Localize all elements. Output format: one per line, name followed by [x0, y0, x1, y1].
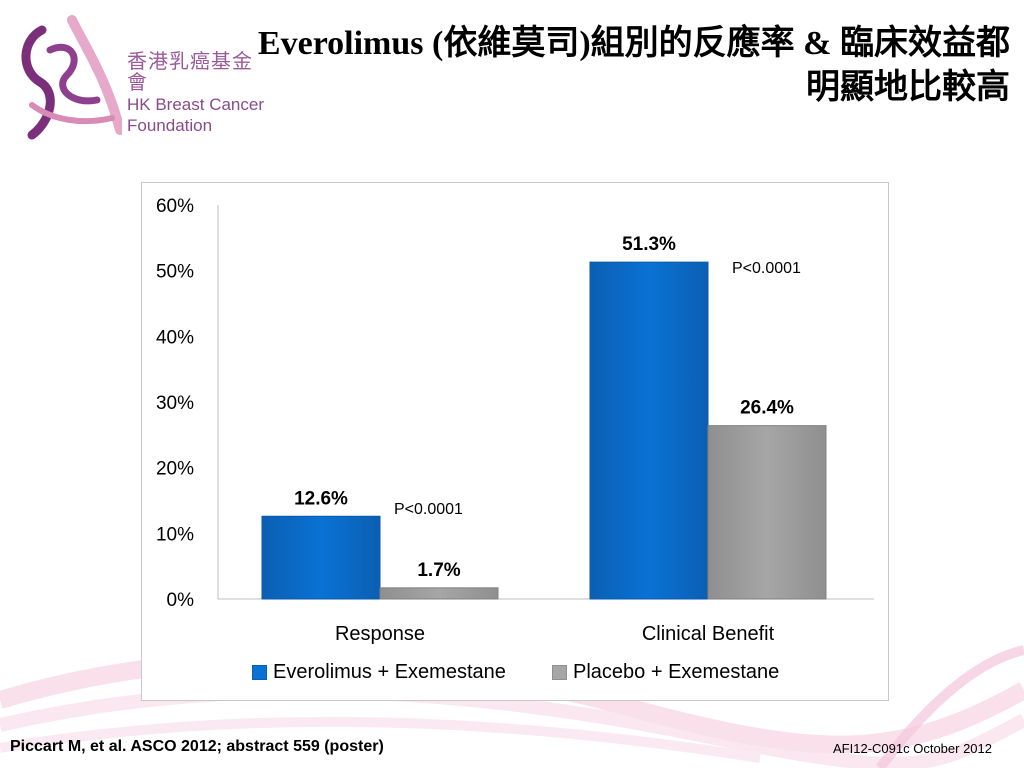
- x-category-labels: Response Clinical Benefit: [335, 623, 775, 645]
- slide-code: AFI12-C091c October 2012: [833, 741, 992, 756]
- bar-chart: 0% 10% 20% 30% 40% 50% 60% 12.6% 1.7% 51.3% 26.4%…: [141, 182, 889, 701]
- title-line-1: Everolimus (依維莫司)組別的反應率 & 臨床效益都: [257, 25, 1010, 62]
- y-tick-label: 10%: [156, 524, 194, 545]
- legend-swatch-placebo: [552, 665, 567, 681]
- p-value-annotation-response: P<0.0001: [394, 501, 463, 518]
- y-tick-label: 50%: [156, 262, 194, 283]
- y-tick-label: 60%: [156, 196, 194, 217]
- y-tick-label: 20%: [156, 459, 194, 480]
- y-tick-label: 0%: [167, 590, 195, 611]
- bar-value-label: 12.6%: [294, 488, 348, 509]
- x-category-label: Clinical Benefit: [642, 623, 775, 645]
- bars: [261, 261, 827, 600]
- y-tick-label: 30%: [156, 393, 194, 414]
- bar-value-label: 51.3%: [622, 234, 676, 255]
- bar-value-label: 1.7%: [417, 560, 460, 581]
- pink-ribbon-icon: [21, 15, 122, 140]
- legend-item-everolimus: Everolimus + Exemestane: [252, 661, 506, 684]
- legend-label-placebo: Placebo + Exemestane: [573, 661, 780, 683]
- legend-swatch-everolimus: [252, 665, 267, 681]
- bar: [589, 261, 709, 600]
- slide-title: Everolimus (依維莫司)組別的反應率 & 臨床效益都 明顯地比較高: [110, 22, 1010, 110]
- p-value-annotation-clinical-benefit: P<0.0001: [732, 260, 801, 277]
- y-tick-labels: 0% 10% 20% 30% 40% 50% 60%: [156, 196, 194, 611]
- chart-canvas: 0% 10% 20% 30% 40% 50% 60% 12.6% 1.7% 51.3% 26.4%…: [156, 196, 874, 645]
- x-category-label: Response: [335, 623, 425, 645]
- logo-name-en-2: Foundation: [127, 116, 213, 135]
- logo-text: 香港乳癌基金會 HK Breast Cancer Foundation: [127, 52, 272, 136]
- legend-item-placebo: Placebo + Exemestane: [552, 661, 779, 684]
- bar-value-label: 26.4%: [740, 398, 794, 419]
- bar: [261, 515, 381, 600]
- logo-name-en-1: HK Breast Cancer: [127, 95, 264, 114]
- citation: Piccart M, et al. ASCO 2012; abstract 55…: [10, 738, 384, 755]
- bar: [707, 425, 827, 600]
- hk-breast-cancer-foundation-logo: 香港乳癌基金會 HK Breast Cancer Foundation: [12, 10, 272, 145]
- bar-value-labels: 12.6% 1.7% 51.3% 26.4%: [294, 234, 794, 581]
- y-tick-label: 40%: [156, 327, 194, 348]
- bar: [379, 587, 499, 600]
- title-line-2: 明顯地比較高: [806, 69, 1010, 106]
- logo-name-cn: 香港乳癌基金會: [127, 51, 253, 94]
- legend-label-everolimus: Everolimus + Exemestane: [273, 661, 506, 683]
